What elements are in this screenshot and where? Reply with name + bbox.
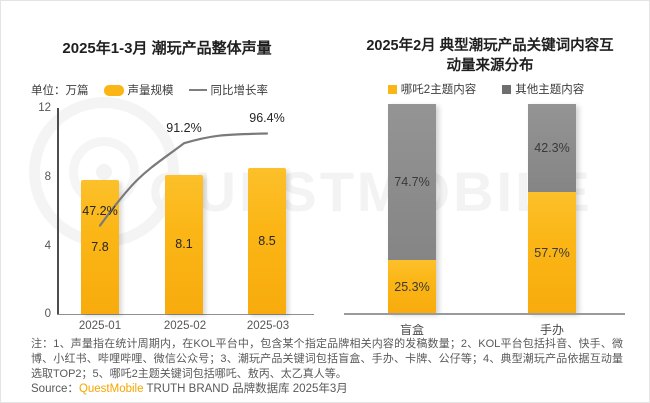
- right-x-axis-line: [344, 313, 625, 315]
- right-chart-title-line2: 动量来源分布: [446, 57, 534, 74]
- volume-legend-label: 声量规模: [127, 85, 174, 97]
- left-chart-title: 2025年1-3月 潮玩产品整体声量: [62, 40, 272, 57]
- x-tick-blindbox: 盲盒: [399, 323, 425, 337]
- volume-bar-2025-01: 7.8: [81, 180, 119, 314]
- source-prefix: Source：: [31, 383, 79, 395]
- segment-label: 25.3%: [394, 279, 430, 294]
- segment-label: 74.7%: [394, 175, 430, 190]
- legend-item-nezha: 哪吒2主题内容: [387, 81, 477, 97]
- x-tick-2025-01: 2025-01: [78, 320, 122, 332]
- segment-other-blindbox: 74.7%: [388, 104, 436, 261]
- other-legend-label: 其他主题内容: [515, 84, 585, 96]
- source-line: Source：QuestMobile TRUTH BRAND 品牌数据库 202…: [31, 380, 348, 396]
- legend-item-growth: 同比增长率: [188, 82, 269, 98]
- segment-nezha-blindbox: 25.3%: [388, 260, 436, 313]
- left-chart-legend: 单位：万篇 声量规模 同比增长率: [31, 82, 268, 98]
- watermark-text: QUESTMOBILE: [149, 160, 593, 223]
- y-tick-8: 8: [44, 171, 51, 183]
- growth-point-label: 96.4%: [249, 111, 285, 126]
- x-tick-figurine: 手办: [539, 323, 565, 337]
- segment-other-figurine: 42.3%: [528, 104, 576, 193]
- growth-legend-label: 同比增长率: [210, 85, 269, 97]
- bar-value-label: 8.1: [175, 237, 193, 252]
- legend-item-volume: 声量规模: [103, 82, 174, 98]
- bar-value-label: 8.5: [258, 234, 276, 249]
- segment-label: 57.7%: [534, 245, 570, 260]
- footnotes-text: 注：1、声量指在统计周期内，在KOL平台中，包含某个指定品牌相关内容的发稿数量；…: [31, 338, 623, 380]
- right-chart-plot-area: 74.7% 25.3% 42.3% 57.7%: [346, 104, 626, 313]
- source-suffix: TRUTH BRAND 品牌数据库 2025年3月: [143, 383, 348, 395]
- x-tick-2025-03: 2025-03: [246, 320, 290, 332]
- bar-value-label: 7.8: [91, 240, 109, 255]
- unit-label: 单位：万篇: [31, 85, 89, 97]
- other-swatch-icon: [502, 84, 512, 94]
- x-axis-line: [57, 314, 314, 315]
- nezha-legend-label: 哪吒2主题内容: [400, 84, 477, 96]
- stacked-bar-blindbox: 74.7% 25.3%: [388, 104, 436, 313]
- segment-label: 42.3%: [534, 141, 570, 156]
- growth-line-swatch-icon: [188, 88, 207, 92]
- legend-item-other: 其他主题内容: [502, 81, 584, 97]
- stacked-bar-figurine: 42.3% 57.7%: [528, 104, 576, 313]
- growth-line-chart: [98, 132, 269, 227]
- right-chart-legend: 哪吒2主题内容 其他主题内容: [346, 81, 626, 97]
- nezha-swatch-icon: [387, 84, 397, 94]
- volume-bar-swatch-icon: [103, 84, 124, 96]
- x-tick-2025-02: 2025-02: [163, 320, 207, 332]
- volume-bar-2025-03: 8.5: [248, 168, 286, 314]
- y-tick-4: 4: [44, 240, 51, 252]
- y-tick-12: 12: [38, 102, 51, 114]
- segment-nezha-figurine: 57.7%: [528, 192, 576, 313]
- growth-point-label: 47.2%: [82, 203, 118, 218]
- y-tick-0: 0: [44, 308, 51, 320]
- growth-point-label: 91.2%: [166, 121, 202, 136]
- volume-bar-2025-02: 8.1: [165, 174, 203, 314]
- right-chart-title-line1: 2025年2月 典型潮玩产品关键词内容互: [366, 38, 614, 54]
- left-chart-plot-area: 7.8 8.1 8.5 47.2% 91.2% 96.4%: [58, 108, 311, 314]
- questmobile-logo-dot-icon: [96, 164, 112, 180]
- y-axis-line: [57, 108, 59, 315]
- right-chart-title: 2025年2月 典型潮玩产品关键词内容互 动量来源分布: [351, 37, 629, 76]
- brand-name: QuestMobile: [78, 383, 144, 395]
